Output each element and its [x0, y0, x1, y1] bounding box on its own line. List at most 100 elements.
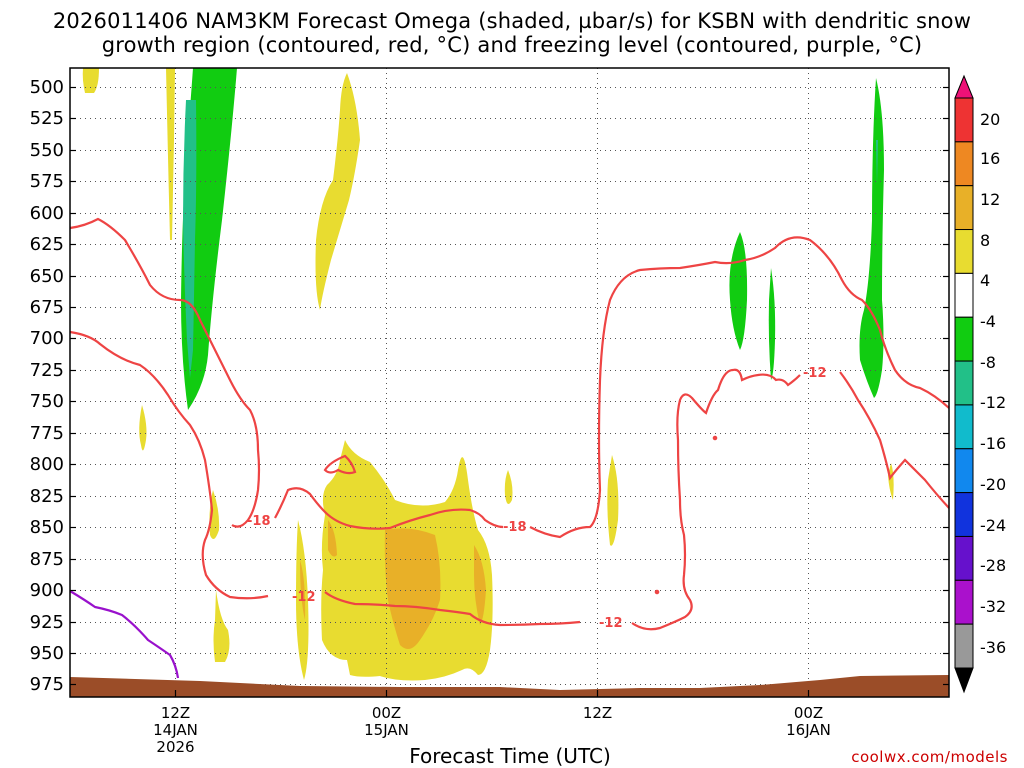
contour-label-minus18-2: -18 [503, 520, 527, 535]
colorbar-box [954, 229, 974, 274]
contour-minus18-loop [323, 454, 357, 475]
y-tick-label: 900 [29, 579, 64, 601]
shade-green-right2 [768, 268, 776, 380]
colorbar-label: -16 [980, 434, 1007, 454]
colorbar [954, 74, 974, 694]
contour-dot1 [712, 435, 718, 441]
y-tick-label: 675 [29, 296, 64, 318]
colorbar-label: 4 [980, 271, 991, 291]
shade-teal-right [876, 140, 878, 185]
shade-yellow-left-small [139, 405, 147, 451]
colorbar-label: -8 [980, 352, 996, 372]
contour-label-minus12-2: -12 [599, 616, 623, 631]
colorbar-box [954, 623, 974, 669]
y-tick-label: 850 [29, 516, 64, 538]
colorbar-box [954, 141, 974, 187]
freezing-level-contour [69, 590, 180, 679]
y-tick-label: 725 [29, 359, 64, 381]
contour-label-minus12-3: -12 [803, 366, 827, 381]
shade-green-right3 [859, 78, 884, 398]
x-tick-label-line: 00Z [793, 704, 824, 722]
colorbar-bottom-tip [954, 667, 974, 694]
x-tick-label-line: 2026 [156, 738, 195, 756]
x-tick-label: 12Z [558, 705, 638, 722]
colorbar-label: 12 [980, 189, 1001, 209]
y-tick-label: 800 [29, 453, 64, 475]
credit-link[interactable]: coolwx.com/models [851, 748, 1008, 766]
y-tick-label: 550 [29, 139, 64, 161]
x-tick-label-line: 12Z [582, 704, 613, 722]
contour-dot2 [654, 589, 660, 595]
shade-yellow-small1 [504, 470, 513, 504]
y-tick-label: 775 [29, 422, 64, 444]
y-tick-label: 575 [29, 170, 64, 192]
y-tick-label: 525 [29, 107, 64, 129]
colorbar-box [954, 579, 974, 625]
y-tick-label: 950 [29, 642, 64, 664]
colorbar-label: 16 [980, 149, 1001, 169]
colorbar-box [954, 492, 974, 537]
contour-minus18-west [69, 217, 261, 528]
colorbar-box [954, 272, 974, 318]
colorbar-box [954, 316, 974, 362]
colorbar-box [954, 448, 974, 494]
contour-label-minus18-1: -18 [247, 514, 271, 529]
colorbar-label: -20 [980, 474, 1007, 494]
colorbar-label: 8 [980, 230, 991, 250]
contour-minus18-mid [274, 487, 504, 530]
y-tick-label: 875 [29, 548, 64, 570]
shade-yellow-strand [166, 68, 175, 240]
shade-yellow-topleft [82, 68, 99, 93]
contour-minus12-west [69, 330, 269, 600]
colorbar-box [954, 404, 974, 450]
colorbar-top-tip [954, 74, 974, 99]
axis-ticks [70, 86, 949, 697]
contour-label-minus12-1: -12 [292, 590, 316, 605]
shade-yellow-left2 [213, 590, 230, 662]
colorbar-label: -36 [980, 637, 1007, 657]
x-tick-label-line: 14JAN [153, 721, 198, 739]
contour-minus12-far [839, 371, 950, 509]
chart-title-line1: 2026011406 NAM3KM Forecast Omega (shaded… [52, 9, 972, 33]
shade-yellow-upper-mid [315, 73, 360, 310]
y-tick-label: 600 [29, 202, 64, 224]
y-tick-label: 650 [29, 265, 64, 287]
omega-shading [82, 68, 894, 681]
x-tick-label: 12Z 14JAN 2026 [136, 705, 216, 756]
x-tick-label-line: 00Z [371, 704, 402, 722]
x-tick-label-line: 12Z [160, 704, 191, 722]
x-axis-title: Forecast Time (UTC) [409, 744, 611, 768]
x-tick-label: 00Z 16JAN [769, 705, 849, 739]
colorbar-box [954, 535, 974, 581]
colorbar-label: -4 [980, 311, 996, 331]
contour-labels: -18 -12 -18 -12 -12 [247, 366, 827, 631]
colorbar-label: -32 [980, 596, 1007, 616]
colorbar-box [954, 97, 974, 143]
terrain-ground [70, 675, 949, 697]
y-tick-label: 925 [29, 611, 64, 633]
contour-minus12-east [631, 368, 801, 631]
x-tick-label: 00Z 15JAN [347, 705, 427, 739]
colorbar-label: -24 [980, 515, 1007, 535]
y-tick-label: 500 [29, 76, 64, 98]
y-tick-label: 975 [29, 673, 64, 695]
colorbar-box [954, 360, 974, 406]
plot-frame [69, 67, 950, 698]
y-tick-label: 700 [29, 327, 64, 349]
shade-orange-left [328, 520, 337, 557]
colorbar-label: 20 [980, 110, 1001, 130]
y-tick-label: 750 [29, 390, 64, 412]
contour-minus12-mid [324, 591, 581, 627]
shade-orange-strip [300, 560, 306, 620]
shade-yellow-small2 [607, 455, 619, 546]
contour-minus18-east [529, 236, 950, 539]
colorbar-label: -28 [980, 556, 1007, 576]
dendritic-contours [69, 217, 950, 631]
y-tick-label: 625 [29, 233, 64, 255]
shade-orange-core [384, 528, 441, 649]
colorbar-label: -12 [980, 393, 1007, 413]
x-tick-label-line: 16JAN [786, 721, 831, 739]
x-tick-label-line: 15JAN [364, 721, 409, 739]
colorbar-box [954, 185, 974, 231]
